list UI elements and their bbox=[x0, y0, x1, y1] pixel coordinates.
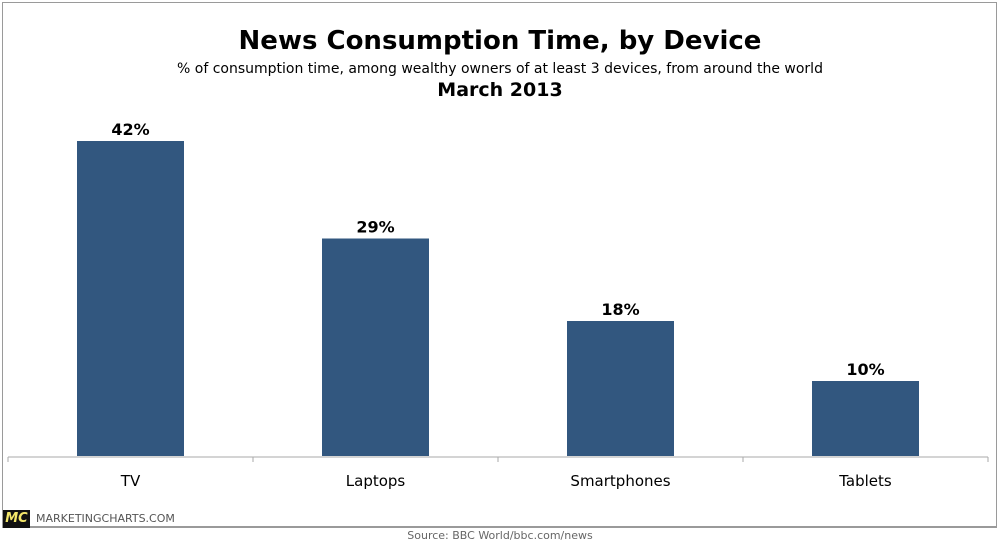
x-tick-label: Smartphones bbox=[570, 472, 670, 490]
source-text: Source: BBC World/bbc.com/news bbox=[407, 529, 593, 542]
x-tick-label: Tablets bbox=[838, 472, 892, 490]
chart-date: March 2013 bbox=[437, 79, 563, 101]
chart-subtitle: % of consumption time, among wealthy own… bbox=[177, 61, 823, 77]
data-label: 10% bbox=[846, 360, 884, 379]
x-tick-label: TV bbox=[120, 472, 141, 490]
bar-laptops bbox=[322, 238, 429, 456]
brand-text: MARKETINGCHARTS.COM bbox=[36, 512, 175, 525]
data-label: 18% bbox=[601, 300, 639, 319]
data-label: 29% bbox=[356, 218, 394, 237]
chart-title: News Consumption Time, by Device bbox=[238, 26, 762, 56]
marketingcharts-logo: MC bbox=[3, 510, 30, 528]
x-tick-label: Laptops bbox=[346, 472, 406, 490]
chart-frame bbox=[2, 2, 997, 528]
bar-tv bbox=[77, 141, 184, 456]
data-label: 42% bbox=[111, 120, 149, 139]
bar-tablets bbox=[812, 381, 919, 456]
bar-smartphones bbox=[567, 321, 674, 456]
